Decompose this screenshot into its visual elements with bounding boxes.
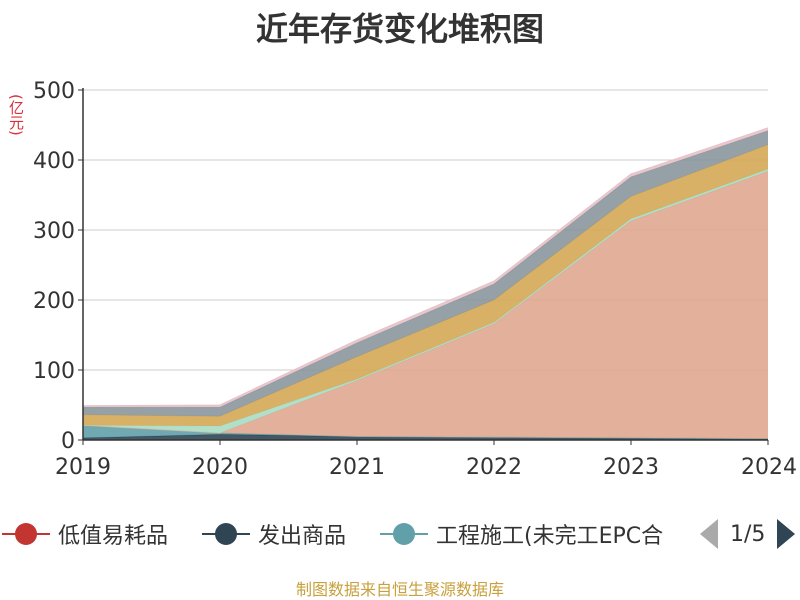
x-tick-label-2: 2021 [329, 455, 385, 480]
legend-next-page-icon[interactable] [777, 519, 796, 549]
legend-pager: 1/5 [700, 514, 796, 554]
legend-dot-1 [215, 523, 237, 545]
x-tick-label-1: 2020 [192, 455, 248, 480]
y-tick-label-4: 400 [33, 149, 75, 174]
y-axis-unit-label: (亿元) [7, 94, 25, 136]
axes [82, 88, 768, 441]
legend-item-0[interactable]: 低值易耗品 [2, 514, 168, 554]
y-tick-label-0: 0 [61, 429, 75, 454]
series-line-7 [82, 127, 769, 407]
chart-title: 近年存货变化堆积图 [255, 10, 544, 48]
x-tick-label-5: 2024 [741, 455, 797, 480]
legend-label: 发出商品 [258, 524, 347, 549]
x-tick-label-0: 2019 [55, 455, 111, 480]
area-series-6 [83, 130, 768, 417]
legend-dot-0 [15, 523, 37, 545]
y-tick-label-3: 300 [33, 219, 75, 244]
area-series-5 [83, 144, 768, 426]
area-series-group [82, 127, 769, 441]
legend: 低值易耗品 发出商品 工程施工(未完工EPC合 1/5 [0, 514, 800, 554]
legend-dot-2 [393, 523, 415, 545]
legend-page-indicator: 1/5 [730, 521, 766, 547]
x-tick-label-3: 2022 [466, 455, 522, 480]
legend-label: 工程施工(未完工EPC合 [436, 524, 664, 549]
y-tick-label-5: 500 [33, 79, 75, 104]
area-series-4 [83, 169, 768, 433]
data-source-note: 制图数据来自恒生聚源数据库 [295, 580, 504, 599]
legend-label: 低值易耗品 [58, 524, 169, 549]
legend-prev-page-icon[interactable] [700, 519, 718, 549]
area-series-3 [83, 171, 768, 439]
legend-swatch-icon [2, 522, 50, 546]
x-tick-labels: 2019 2020 2021 2022 2023 2024 [55, 440, 797, 480]
legend-swatch-icon [202, 522, 250, 546]
legend-swatch-icon [380, 522, 428, 546]
y-tick-labels: 0 100 200 300 400 500 [33, 79, 83, 454]
x-tick-label-4: 2023 [603, 455, 659, 480]
legend-item-2[interactable]: 工程施工(未完工EPC合 [380, 514, 663, 554]
legend-item-1[interactable]: 发出商品 [202, 514, 346, 554]
y-tick-label-1: 100 [33, 359, 75, 384]
y-tick-label-2: 200 [33, 289, 75, 314]
